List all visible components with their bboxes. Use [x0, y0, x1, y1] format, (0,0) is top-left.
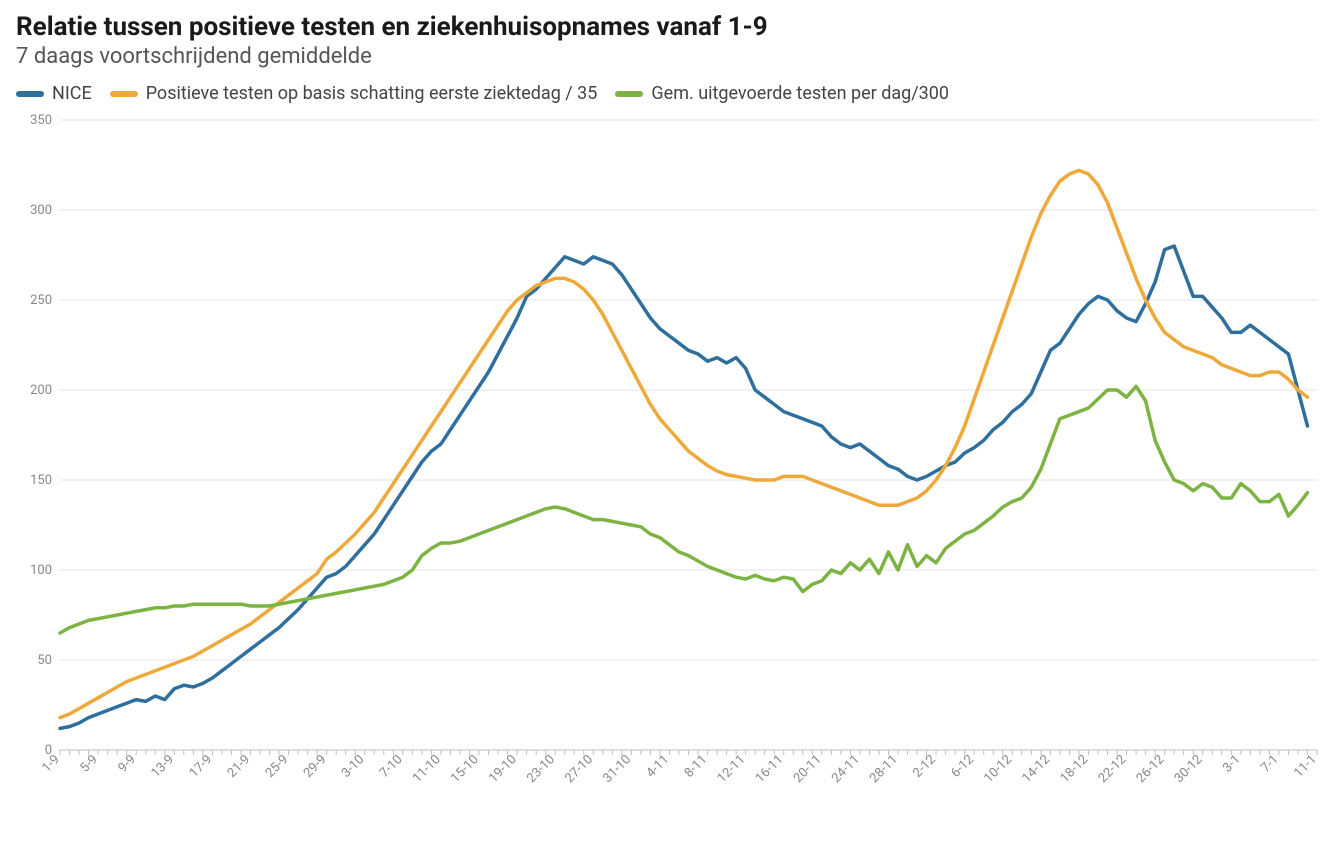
- x-axis-label: 2-12: [910, 752, 939, 781]
- chart-container: Relatie tussen positieve testen en zieke…: [0, 0, 1343, 848]
- x-axis-label: 3-1: [1220, 752, 1243, 775]
- chart-title: Relatie tussen positieve testen en zieke…: [16, 12, 1327, 42]
- legend-label-gem: Gem. uitgevoerde testen per dag/300: [651, 83, 949, 104]
- y-axis-label: 250: [30, 293, 52, 308]
- legend-label-positieve: Positieve testen op basis schatting eers…: [146, 83, 598, 104]
- y-axis-label: 300: [30, 203, 52, 218]
- x-axis-label: 12-11: [715, 752, 749, 786]
- x-axis-label: 1-9: [39, 752, 62, 775]
- y-axis-label: 150: [30, 473, 52, 488]
- legend-swatch-positieve: [110, 91, 138, 97]
- y-axis-label: 350: [30, 113, 52, 128]
- x-axis-label: 4-11: [644, 752, 673, 781]
- x-axis-label: 10-12: [981, 752, 1015, 786]
- x-axis-label: 26-12: [1134, 752, 1168, 786]
- y-axis-label: 50: [37, 653, 52, 668]
- x-axis-label: 8-11: [682, 752, 711, 781]
- series-gem: [60, 386, 1307, 633]
- legend-item-nice[interactable]: NICE: [16, 83, 92, 104]
- x-axis-label: 29-9: [301, 752, 330, 781]
- x-axis-label: 5-9: [77, 752, 100, 775]
- x-axis-label: 28-11: [867, 752, 901, 786]
- chart-subtitle: 7 daags voortschrijdend gemiddelde: [16, 44, 1327, 69]
- series-nice: [60, 246, 1307, 728]
- chart-svg: 0501001502002503003501-95-99-913-917-921…: [16, 112, 1327, 812]
- x-axis-label: 3-10: [339, 752, 368, 781]
- x-axis-label: 17-9: [187, 752, 216, 781]
- series-positieve: [60, 170, 1307, 717]
- x-axis-label: 30-12: [1172, 752, 1206, 786]
- x-axis-label: 20-11: [791, 752, 825, 786]
- x-axis-label: 6-12: [948, 752, 977, 781]
- x-axis-label: 9-9: [116, 752, 139, 775]
- legend-item-gem[interactable]: Gem. uitgevoerde testen per dag/300: [615, 83, 949, 104]
- legend-swatch-gem: [615, 91, 643, 97]
- x-axis-label: 24-11: [829, 752, 863, 786]
- x-axis-label: 13-9: [148, 752, 177, 781]
- x-axis-label: 16-11: [753, 752, 787, 786]
- x-axis-label: 25-9: [263, 752, 292, 781]
- x-axis-label: 22-12: [1096, 752, 1130, 786]
- x-axis-label: 27-10: [562, 752, 596, 786]
- legend-label-nice: NICE: [52, 83, 92, 104]
- legend-item-positieve[interactable]: Positieve testen op basis schatting eers…: [110, 83, 598, 104]
- y-axis-label: 200: [30, 383, 52, 398]
- x-axis-label: 11-10: [410, 752, 444, 786]
- x-axis-label: 21-9: [225, 752, 254, 781]
- legend-swatch-nice: [16, 91, 44, 97]
- legend: NICE Positieve testen op basis schatting…: [16, 83, 1327, 104]
- x-axis-label: 15-10: [448, 752, 482, 786]
- x-axis-label: 31-10: [600, 752, 634, 786]
- x-axis-label: 14-12: [1019, 752, 1053, 786]
- x-axis-label: 19-10: [486, 752, 520, 786]
- x-axis-label: 11-1: [1291, 752, 1320, 781]
- x-axis-label: 7-1: [1258, 752, 1281, 775]
- x-axis-label: 7-10: [377, 752, 406, 781]
- x-axis-label: 23-10: [524, 752, 558, 786]
- x-axis-label: 18-12: [1057, 752, 1091, 786]
- y-axis-label: 100: [30, 563, 52, 578]
- chart-area: 0501001502002503003501-95-99-913-917-921…: [16, 112, 1327, 812]
